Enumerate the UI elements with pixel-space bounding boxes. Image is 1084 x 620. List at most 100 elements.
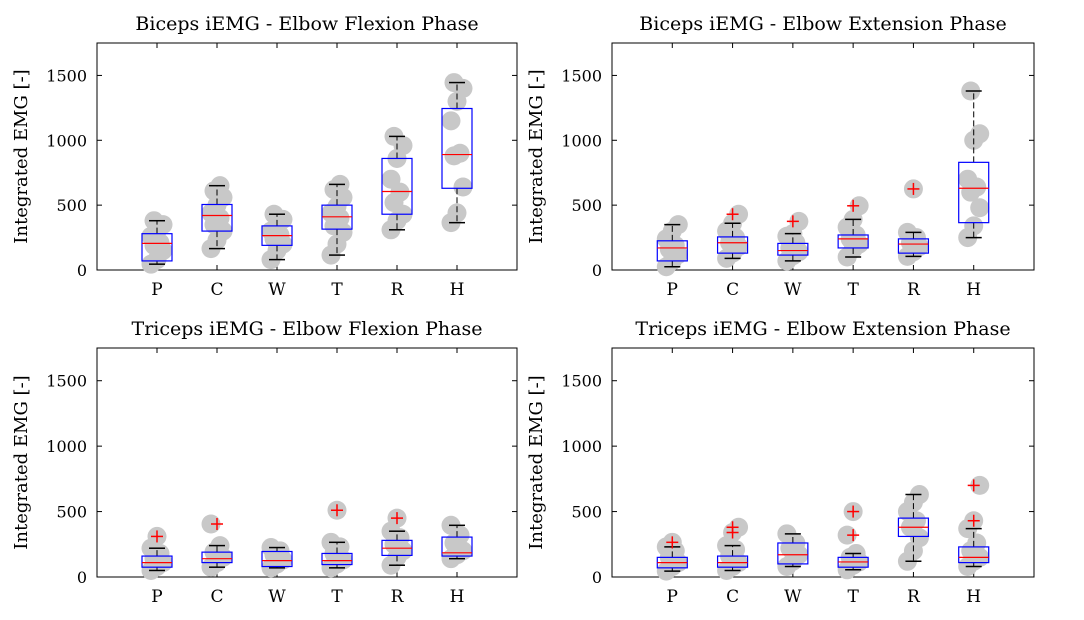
box-group-H <box>958 81 990 248</box>
box-group-R <box>897 485 930 571</box>
outlier-marker <box>666 536 679 549</box>
outlier-marker <box>726 521 739 534</box>
x-category-label: W <box>268 587 286 607</box>
data-point <box>967 533 987 553</box>
y-tick-label: 0 <box>592 261 602 280</box>
data-point <box>450 143 470 163</box>
chart-panel-2: Biceps iEMG - Elbow Extension Phase Integ… <box>526 13 1035 300</box>
x-category-label: R <box>391 280 405 300</box>
y-tick-label: 1500 <box>561 66 602 85</box>
plot-frame <box>96 42 518 271</box>
x-category-label: P <box>667 587 678 607</box>
x-category-label: H <box>966 587 981 607</box>
plot-frame <box>611 347 1035 578</box>
box-group-W <box>777 211 809 271</box>
y-tick-label: 1500 <box>46 372 87 391</box>
box-group-R <box>897 179 930 266</box>
iqr-box <box>837 234 869 249</box>
iqr-box <box>441 536 473 557</box>
outlier-marker <box>331 504 343 517</box>
iqr-box <box>141 233 173 262</box>
y-tick-label: 0 <box>592 568 602 587</box>
chart-title: Triceps iEMG - Elbow Flexion Phase <box>132 318 483 340</box>
box-group-C <box>716 517 749 580</box>
outlier-marker <box>391 512 403 525</box>
iqr-box <box>656 240 688 262</box>
x-category-label: C <box>210 587 223 607</box>
box-group-W <box>261 538 293 578</box>
data-point <box>441 111 461 131</box>
outlier-marker <box>726 208 739 221</box>
iqr-box <box>716 555 749 568</box>
box-group-C <box>716 204 749 268</box>
outlier-marker <box>211 518 223 531</box>
box-group-C <box>201 176 233 259</box>
x-category-label: H <box>966 280 981 300</box>
x-category-label: H <box>450 280 465 300</box>
iqr-box <box>777 542 809 565</box>
outlier-marker <box>967 514 980 527</box>
x-category-label: P <box>151 280 162 300</box>
iqr-box <box>716 236 749 254</box>
data-point <box>958 169 978 189</box>
x-category-label: T <box>331 587 343 607</box>
x-category-label: R <box>907 280 921 300</box>
chart-panel-3: Triceps iEMG - Elbow Flexion Phase Integr… <box>11 318 518 607</box>
plot-frame <box>96 347 518 578</box>
box-group-R <box>381 508 413 575</box>
x-category-label: T <box>331 280 343 300</box>
box-group-H <box>958 475 990 577</box>
box-group-T <box>837 196 869 267</box>
box-group-T <box>837 502 869 580</box>
x-category-label: P <box>151 587 162 607</box>
box-group-P <box>656 532 688 581</box>
outlier-marker <box>907 182 920 195</box>
y-tick-label: 1000 <box>46 437 87 456</box>
box-group-C <box>201 514 233 577</box>
data-point <box>453 177 473 197</box>
iqr-box <box>958 161 990 224</box>
y-axis-label: Integrated EMG [-] <box>526 375 547 549</box>
x-category-label: T <box>847 587 859 607</box>
data-point <box>970 198 990 218</box>
box-group-T <box>321 500 353 578</box>
x-category-label: W <box>268 280 286 300</box>
x-category-label: P <box>667 280 678 300</box>
box-group-R <box>381 126 413 240</box>
x-category-label: C <box>726 280 739 300</box>
iqr-box <box>441 107 473 189</box>
chart-title: Triceps iEMG - Elbow Extension Phase <box>635 318 1010 340</box>
y-axis-label: Integrated EMG [-] <box>526 69 547 243</box>
outlier-marker <box>847 199 860 212</box>
x-category-label: C <box>726 587 739 607</box>
box-group-H <box>441 73 473 233</box>
y-tick-label: 500 <box>571 503 602 522</box>
outlier-marker <box>967 479 980 492</box>
box-group-W <box>777 524 809 577</box>
x-category-label: W <box>784 587 802 607</box>
y-tick-label: 0 <box>77 568 87 587</box>
x-category-label: W <box>784 280 802 300</box>
box-group-W <box>261 204 293 270</box>
y-tick-label: 500 <box>56 503 87 522</box>
iqr-box <box>381 157 413 215</box>
outlier-marker <box>847 529 860 542</box>
chart-panel-1: Biceps iEMG - Elbow Flexion Phase Integra… <box>11 13 518 300</box>
chart-title: Biceps iEMG - Elbow Extension Phase <box>639 13 1006 35</box>
chart-panel-4: Triceps iEMG - Elbow Extension Phase Inte… <box>526 318 1035 607</box>
x-category-label: R <box>907 587 921 607</box>
iqr-box <box>958 546 990 564</box>
iqr-box <box>261 550 293 568</box>
outlier-marker <box>847 505 860 518</box>
iqr-box <box>777 242 809 256</box>
y-tick-label: 1000 <box>561 437 602 456</box>
y-tick-label: 1500 <box>561 372 602 391</box>
chart-title: Biceps iEMG - Elbow Flexion Phase <box>135 13 478 35</box>
y-axis-label: Integrated EMG [-] <box>11 375 32 549</box>
y-tick-label: 1000 <box>561 131 602 150</box>
y-tick-label: 0 <box>77 261 87 280</box>
plot-frame <box>611 42 1035 271</box>
x-category-label: R <box>391 587 405 607</box>
iqr-box <box>141 555 173 568</box>
